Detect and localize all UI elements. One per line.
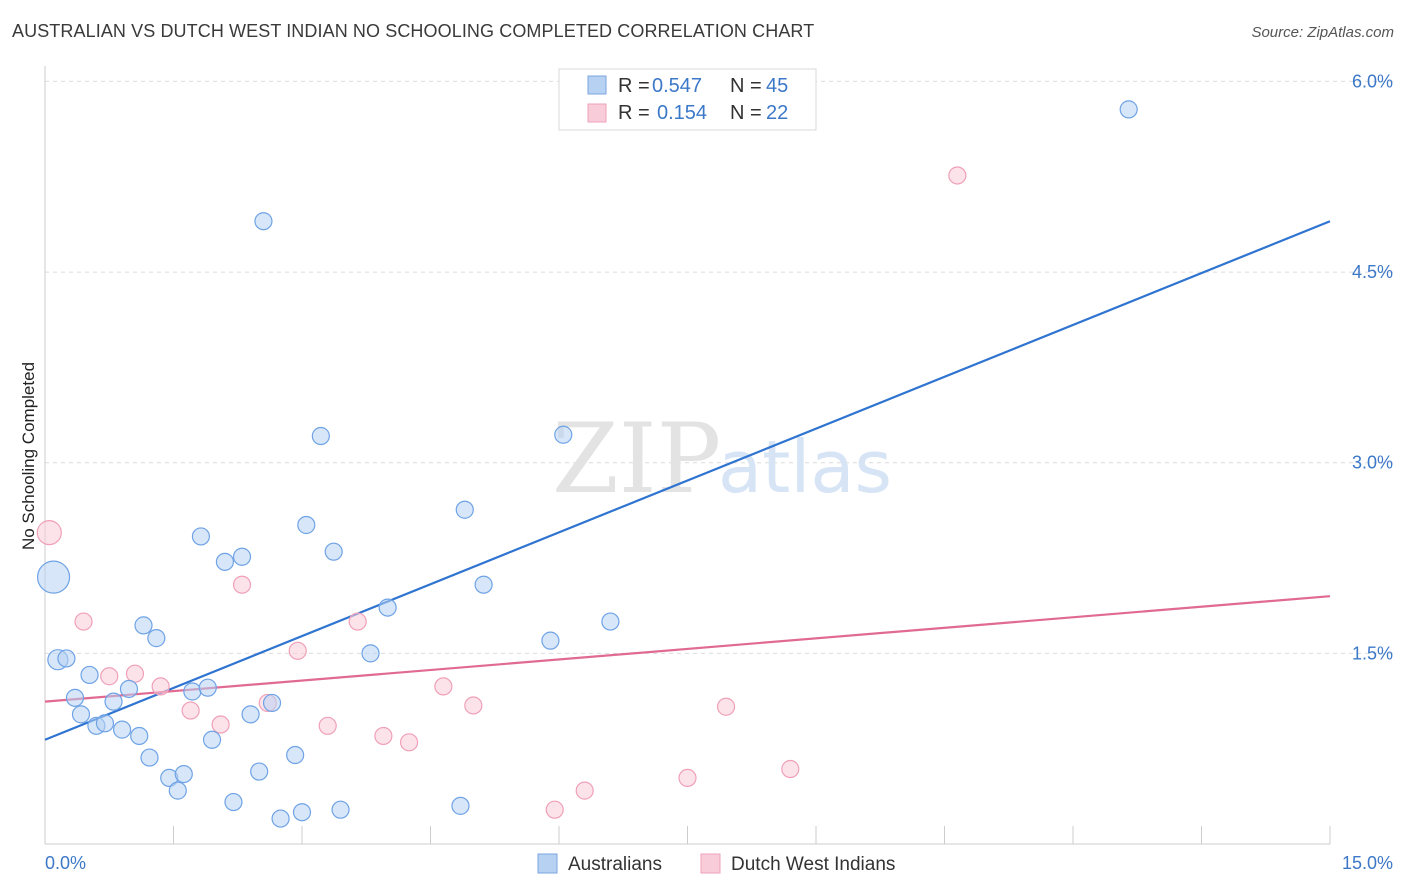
- australians-point-9: [112, 720, 132, 739]
- y-tick-label-2: 4.5%: [1352, 262, 1393, 282]
- y-tick-label-0: 1.5%: [1352, 643, 1393, 663]
- watermark-atlas: atlas: [718, 425, 892, 509]
- y-tick-label-1: 3.0%: [1352, 453, 1393, 473]
- australians-point-19: [191, 527, 211, 546]
- series-legend-label-australians: Australians: [568, 854, 662, 875]
- australians-point-10: [119, 679, 139, 699]
- australians-point-14: [147, 629, 166, 648]
- dutch-west-indians-point-9: [288, 641, 307, 660]
- legend-r-label-2: R =: [618, 102, 650, 124]
- dutch-west-indians-point-12: [374, 726, 393, 746]
- x-tick-label-min: 0.0%: [45, 853, 86, 873]
- australians-point-30: [286, 745, 305, 765]
- dutch-west-indians-point-11: [348, 612, 367, 631]
- dutch-west-indians-point-5: [181, 701, 200, 720]
- australians-point-25: [241, 705, 260, 724]
- australians-point-20: [198, 678, 217, 697]
- legend-r-value-1: 0.547: [652, 75, 702, 97]
- australians-point-12: [134, 616, 153, 635]
- australians-point-21: [202, 730, 222, 749]
- dutch-west-indians-point-0: [36, 520, 62, 546]
- australians-point-23: [224, 792, 243, 812]
- y-axis-label: No Schooling Completed: [19, 362, 38, 550]
- australians-points: [36, 100, 1138, 828]
- series-legend: Australians Dutch West Indians: [537, 853, 895, 875]
- legend-n-label-2: N =: [730, 102, 762, 124]
- y-tick-label-3: 6.0%: [1352, 71, 1393, 91]
- legend-n-label-1: N =: [730, 75, 762, 97]
- australians-point-27: [254, 212, 273, 231]
- dutch-west-indians-point-2: [100, 667, 119, 686]
- dutch-west-indians-point-18: [678, 768, 697, 788]
- australians-point-36: [361, 644, 380, 663]
- gridlines: [45, 80, 1395, 654]
- dutch-west-indians-point-20: [781, 759, 800, 779]
- dutch-west-indians-point-15: [464, 696, 483, 715]
- australians-point-2: [57, 649, 76, 668]
- dutch-west-indians-point-21: [948, 166, 967, 185]
- australians-point-38: [451, 796, 470, 815]
- dutch-west-indians-point-1: [74, 612, 93, 631]
- dutch-west-indians-point-3: [125, 664, 145, 683]
- tick-labels: 1.5% 3.0% 4.5% 6.0% 0.0% 15.0%: [45, 71, 1393, 873]
- australians-point-32: [297, 515, 316, 535]
- australians-point-22: [215, 552, 234, 571]
- dutch-west-indians-point-7: [232, 575, 252, 594]
- australians-point-3: [65, 688, 85, 707]
- australians-point-34: [324, 542, 343, 561]
- source-credit: Source: ZipAtlas.com: [1251, 24, 1394, 41]
- series-legend-swatch-australians: [537, 853, 558, 874]
- trend-lines: [44, 220, 1331, 741]
- dutch-west-indians-point-16: [545, 800, 564, 819]
- dutch-west-indians-point-10: [318, 716, 337, 735]
- dutch-west-indians-point-17: [575, 781, 594, 800]
- australians-point-29: [271, 809, 290, 828]
- australians-point-16: [168, 781, 187, 800]
- series-legend-label-dutch-west-indians: Dutch West Indians: [731, 854, 895, 875]
- legend-n-value-1: 45: [766, 75, 788, 97]
- dutch-west-indians-trend-line: [44, 595, 1331, 703]
- x-tick-label-max: 15.0%: [1342, 853, 1393, 873]
- stats-legend: R = 0.547 N = 45 R = 0.154 N = 22: [558, 68, 817, 131]
- australians-point-39: [455, 500, 474, 519]
- australians-point-8: [104, 692, 123, 711]
- dutch-west-indians-point-13: [399, 733, 419, 752]
- australians-point-37: [378, 598, 397, 617]
- australians-trend-line: [44, 220, 1331, 741]
- australians-point-42: [554, 425, 573, 444]
- dutch-west-indians-point-19: [716, 697, 736, 716]
- legend-swatch-dutch-west-indians: [587, 103, 607, 123]
- dutch-west-indians-point-14: [434, 677, 453, 696]
- australians-point-43: [601, 612, 620, 631]
- australians-point-7: [95, 714, 115, 733]
- australians-point-18: [183, 682, 202, 701]
- legend-n-value-2: 22: [766, 102, 788, 124]
- legend-swatch-australians: [587, 75, 607, 95]
- dutch-west-indians-point-4: [151, 677, 170, 696]
- legend-r-label-1: R =: [618, 75, 650, 97]
- legend-r-value-2: 0.154: [657, 102, 707, 124]
- dutch-west-indians-point-6: [211, 715, 230, 734]
- australians-point-0: [36, 560, 71, 594]
- australians-point-28: [262, 693, 282, 713]
- watermark-zip: ZIP: [552, 403, 721, 515]
- dutch-west-indians-points: [36, 166, 967, 819]
- australians-point-11: [130, 726, 149, 746]
- australians-point-31: [292, 803, 312, 822]
- australians-point-17: [174, 764, 193, 784]
- australians-point-13: [140, 748, 159, 767]
- australians-point-44: [1119, 100, 1138, 119]
- australians-point-4: [71, 705, 91, 724]
- australians-point-24: [232, 547, 252, 566]
- australians-point-33: [311, 426, 330, 446]
- australians-point-40: [474, 575, 493, 594]
- axes: [44, 66, 1331, 845]
- australians-point-41: [541, 631, 560, 650]
- australians-point-5: [80, 665, 99, 685]
- chart-title: AUSTRALIAN VS DUTCH WEST INDIAN NO SCHOO…: [12, 21, 815, 41]
- australians-point-35: [331, 800, 350, 819]
- australians-point-26: [250, 762, 269, 781]
- series-legend-swatch-dutch-west-indians: [700, 853, 721, 874]
